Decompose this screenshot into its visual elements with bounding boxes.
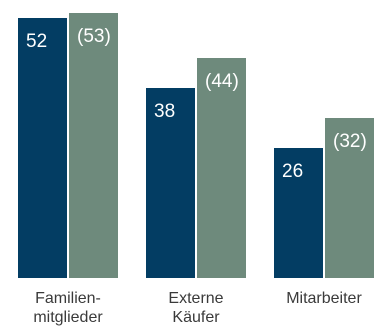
value-label-series2-3: (32) [333,131,367,152]
category-label-1-line2: mitglieder [33,309,103,326]
bar-series1-3 [274,148,323,278]
bar-series2-2 [197,58,246,278]
value-label-series2-2: (44) [205,71,239,92]
value-label-series2-1: (53) [77,26,111,47]
category-label-2-line2: Käufer [172,309,220,326]
value-label-series1-3: 26 [282,161,303,182]
value-label-series1-2: 38 [154,101,175,122]
bar-series1-1 [18,18,67,278]
value-label-series1-1: 52 [26,31,47,52]
category-label-2-line1: Externe [168,290,223,307]
bar-series2-1 [69,13,118,278]
bar-series2-3 [325,118,374,278]
bar-series1-2 [146,88,195,278]
category-label-3-line1: Mitarbeiter [286,290,362,307]
category-label-1-line1: Familien- [35,290,101,307]
